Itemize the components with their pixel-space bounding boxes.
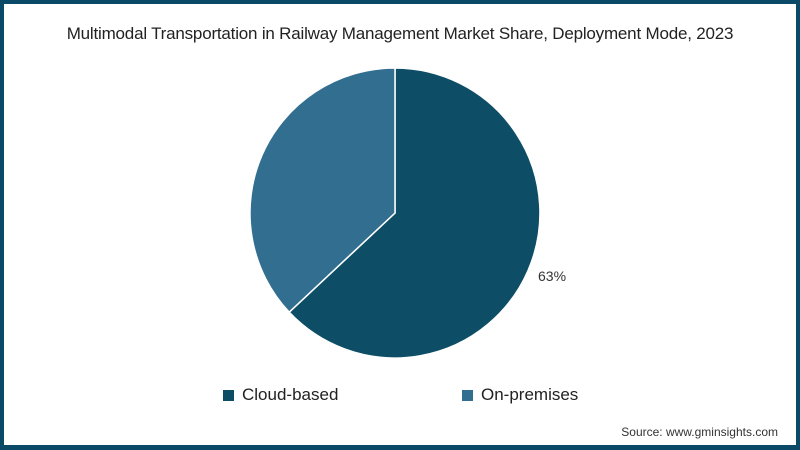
data-label-cloud-based: 63% bbox=[538, 268, 567, 284]
pie-slice-cloud-based[interactable] bbox=[288, 67, 541, 359]
pie-slice-on-premises[interactable] bbox=[249, 67, 396, 314]
legend-label: Cloud-based bbox=[242, 385, 339, 404]
legend-swatch-icon bbox=[223, 389, 234, 401]
legend-item-cloud-based[interactable]: Cloud-based bbox=[223, 385, 338, 405]
chart-title: Multimodal Transportation in Railway Man… bbox=[66, 24, 734, 43]
legend-label: On-premises bbox=[481, 385, 579, 404]
legend: Cloud-based On-premises bbox=[0, 385, 800, 409]
source-note: Source: www.gminsights.com bbox=[621, 425, 778, 439]
legend-item-on-premises[interactable]: On-premises bbox=[462, 385, 578, 405]
legend-swatch-icon bbox=[462, 389, 473, 401]
